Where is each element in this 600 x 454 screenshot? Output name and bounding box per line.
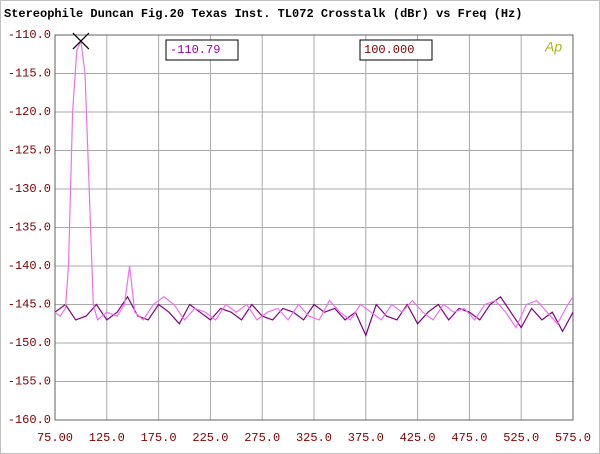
y-tick-label: -160.0: [8, 413, 51, 427]
y-tick-label: -130.0: [8, 182, 51, 196]
y-tick-label: -135.0: [8, 221, 51, 235]
x-tick-label: 525.0: [503, 431, 539, 445]
plot-border: [54, 34, 574, 421]
y-tick-label: -145.0: [8, 298, 51, 312]
x-tick-label: 75.00: [37, 431, 73, 445]
x-tick-label: 475.0: [451, 431, 487, 445]
y-tick-label: -120.0: [8, 105, 51, 119]
series-line: [54, 295, 574, 337]
x-tick-label: 175.0: [141, 431, 177, 445]
ap-logo: Ap: [544, 39, 562, 55]
x-tick-label: 575.0: [555, 431, 591, 445]
cursor-freq-box: [359, 39, 433, 61]
cursor-marker: [72, 32, 90, 50]
cursor-level: -110.79: [170, 43, 220, 57]
cursor-level-box: [165, 39, 239, 61]
y-tick-label: -115.0: [8, 67, 51, 81]
y-tick-label: -125.0: [8, 144, 51, 158]
y-tick-label: -140.0: [8, 259, 51, 273]
x-tick-label: 225.0: [192, 431, 228, 445]
cursor-freq: 100.000: [364, 43, 414, 57]
y-tick-label: -110.0: [8, 28, 51, 42]
x-tick-label: 375.0: [348, 431, 384, 445]
y-tick-label: -150.0: [8, 336, 51, 350]
chart-title: Stereophile Duncan Fig.20 Texas Inst. TL…: [4, 7, 522, 21]
x-tick-label: 325.0: [296, 431, 332, 445]
x-tick-label: 425.0: [400, 431, 436, 445]
series-line: [54, 38, 574, 329]
y-tick-label: -155.0: [8, 375, 51, 389]
x-tick-label: 125.0: [89, 431, 125, 445]
x-tick-label: 275.0: [244, 431, 280, 445]
